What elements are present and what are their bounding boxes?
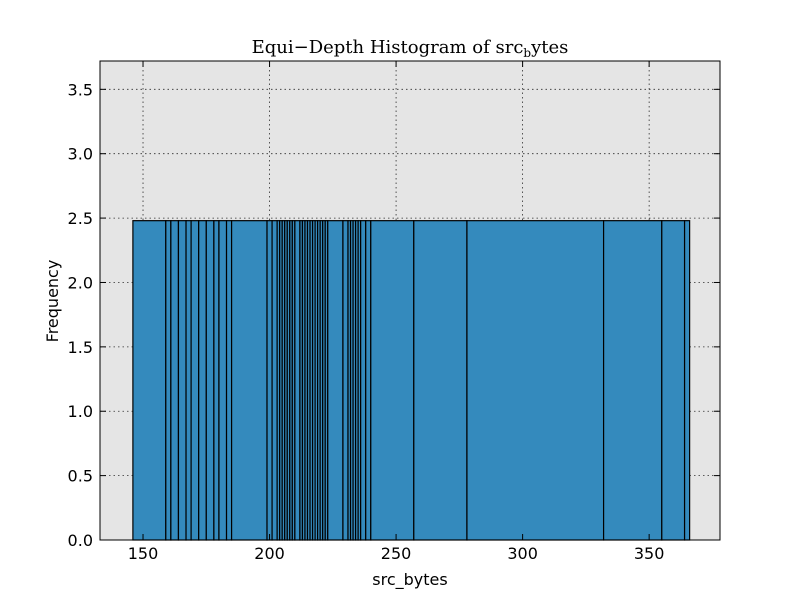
histogram-bar <box>360 220 367 541</box>
plot-frame <box>99 60 721 541</box>
x-tick-label: 200 <box>254 544 285 563</box>
histogram-bar <box>271 220 278 541</box>
chart-title-tail: ytes <box>530 37 568 58</box>
y-tick-label: 1.5 <box>68 338 93 357</box>
chart-title: Equi−Depth Histogram of srcbytes <box>252 37 569 60</box>
histogram-bars <box>132 220 691 541</box>
histogram-bar <box>370 220 415 541</box>
histogram-bar <box>218 220 228 541</box>
x-tick-label: 150 <box>128 544 159 563</box>
histogram-bar <box>230 220 268 541</box>
y-tick-label: 3.0 <box>68 145 93 164</box>
histogram-bar <box>466 220 605 541</box>
histogram-bar <box>177 220 187 541</box>
y-tick-labels: 0.0 0.5 1.0 1.5 2.0 2.5 3.0 3.5 <box>68 80 93 550</box>
histogram-bar <box>198 220 207 541</box>
chart-title-main: Equi−Depth Histogram of src <box>252 37 524 58</box>
x-tick-label: 250 <box>381 544 412 563</box>
histogram-bar <box>413 220 468 541</box>
y-tick-label: 0.0 <box>68 531 93 550</box>
y-tick-label: 2.0 <box>68 273 93 292</box>
x-axis-label: src_bytes <box>372 570 447 590</box>
y-tick-label: 3.5 <box>68 80 93 99</box>
histogram-bar <box>213 220 220 541</box>
histogram-bar <box>205 220 215 541</box>
histogram-bar <box>165 220 172 541</box>
histogram-bar <box>132 220 167 541</box>
y-tick-label: 0.5 <box>68 467 93 486</box>
y-tick-label: 2.5 <box>68 209 93 228</box>
x-tick-labels: 150 200 250 300 350 <box>128 544 665 563</box>
histogram-bar <box>170 220 180 541</box>
histogram-bar <box>327 220 344 541</box>
histogram-bar <box>190 220 200 541</box>
axis-ticks <box>100 61 720 541</box>
y-axis-label: Frequency <box>43 260 62 343</box>
x-tick-label: 350 <box>634 544 665 563</box>
histogram-bar <box>225 220 233 541</box>
histogram-bar <box>294 220 301 541</box>
histogram-bar <box>365 220 372 541</box>
histogram-bar <box>661 220 686 541</box>
chart-title-subscript: b <box>523 46 531 60</box>
histogram-bar <box>266 220 273 541</box>
histogram-bar <box>602 220 663 541</box>
histogram-bar <box>683 220 691 541</box>
y-tick-label: 1.0 <box>68 402 93 421</box>
histogram-bar <box>185 220 192 541</box>
x-tick-label: 300 <box>507 544 538 563</box>
histogram-bar <box>342 220 349 541</box>
